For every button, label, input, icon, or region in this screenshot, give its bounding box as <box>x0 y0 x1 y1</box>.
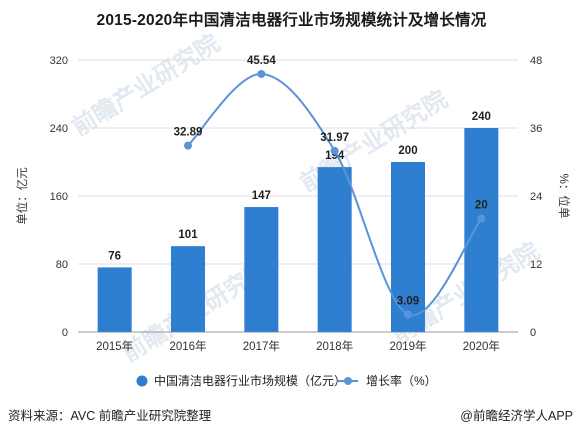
bar-value-label: 240 <box>472 111 491 123</box>
bar-value-label: 200 <box>398 145 417 157</box>
y-right-tick-label: 24 <box>530 191 542 203</box>
y-left-tick-label: 160 <box>50 191 68 203</box>
growth-rate-label: 3.09 <box>397 295 419 307</box>
line-series: 32.89 45.54 31.97 3.09 20 <box>174 55 488 319</box>
y-right-axis-title: %：位单 <box>557 174 571 219</box>
y-left-tick-label: 0 <box>62 327 68 339</box>
growth-rate-point <box>330 146 339 155</box>
watermark-text: 前瞻产业研究院 <box>67 29 224 142</box>
bar <box>464 128 499 332</box>
y-right-tick-label: 36 <box>530 123 542 135</box>
growth-rate-line <box>187 72 483 317</box>
gridlines <box>78 59 518 333</box>
y-left-axis-title: 单位：亿元 <box>15 167 29 225</box>
x-tick-label: 2016年 <box>169 339 206 353</box>
bar-value-label: 101 <box>178 229 198 241</box>
growth-rate-point <box>404 310 412 319</box>
growth-rate-label: 45.54 <box>247 55 276 67</box>
x-tick-label: 2015年 <box>96 339 133 353</box>
bar <box>97 267 132 332</box>
y-left-tick-label: 80 <box>56 259 68 271</box>
x-tick-label: 2020年 <box>463 339 500 353</box>
brand-credit: @前瞻经济学人APP <box>460 409 573 423</box>
legend-bar-label: 中国清洁电器行业市场规模（亿元） <box>154 373 346 388</box>
y-right-tick-label: 48 <box>530 55 542 67</box>
y-left-tick-label: 240 <box>50 123 68 135</box>
growth-rate-label: 31.97 <box>320 132 349 144</box>
growth-rate-point <box>184 141 192 150</box>
growth-rate-label: 20 <box>475 200 488 212</box>
bar <box>244 207 279 332</box>
x-tick-label: 2018年 <box>316 339 353 353</box>
axes: 0 80 160 240 320 0 12 24 36 48 单位：亿元 %：位单 2015年 2016年… <box>15 55 571 353</box>
bar <box>171 246 205 332</box>
y-right-tick-label: 0 <box>530 327 536 339</box>
y-right-tick-label: 12 <box>530 259 542 271</box>
legend-line-dot <box>344 377 352 385</box>
legend-line-label: 增长率（%） <box>366 373 437 388</box>
x-tick-label: 2017年 <box>243 339 280 353</box>
growth-rate-label: 32.89 <box>174 127 203 139</box>
x-tick-label: 2019年 <box>389 339 426 353</box>
bar-value-label: 76 <box>108 250 121 262</box>
y-left-tick-label: 320 <box>50 55 68 67</box>
chart-title: 2015-2020年中国清洁电器行业市场规模统计及增长情况 <box>96 12 487 29</box>
bar-value-label: 147 <box>252 190 271 202</box>
chart: 前瞻产业研究院前瞻产业研究院前瞻产业研究院前瞻产业研究院 76101147194… <box>15 29 571 388</box>
legend-bar-marker <box>136 375 148 387</box>
bar <box>317 167 352 332</box>
legend: 中国清洁电器行业市场规模（亿元） 增长率（%） <box>136 373 437 388</box>
source-note: 资料来源：AVC 前瞻产业研究院整理 <box>8 409 212 423</box>
growth-rate-point <box>477 214 486 223</box>
growth-rate-point <box>257 69 266 78</box>
